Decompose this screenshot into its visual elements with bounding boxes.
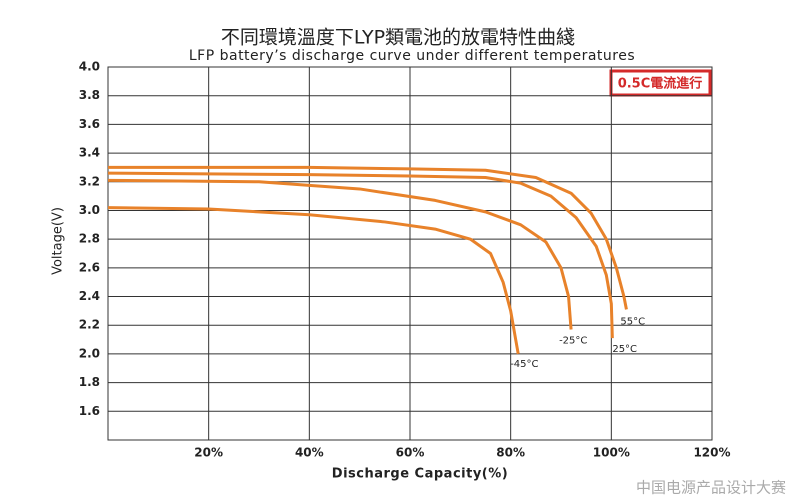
y-axis-label: Voltage(V) xyxy=(51,207,66,275)
x-tick-label: 100% xyxy=(593,446,630,460)
line xyxy=(107,171,614,339)
x-tick-label: 120% xyxy=(693,446,730,460)
y-tick-label: 2.8 xyxy=(79,232,100,246)
watermark: 中国电源产品设计大赛 xyxy=(636,479,786,497)
chart-subtitle: LFP battery’s discharge curve under diff… xyxy=(189,48,635,64)
line xyxy=(107,178,573,330)
y-tick-label: 1.8 xyxy=(79,375,100,389)
y-tick-label: 3.2 xyxy=(79,174,100,188)
y-tick-label: 1.6 xyxy=(79,404,100,418)
line xyxy=(108,165,628,310)
y-tick-label: 3.8 xyxy=(79,88,100,102)
chart-title: 不同環境溫度下LYP類電池的放電特性曲綫 xyxy=(221,27,575,49)
x-tick-label: 80% xyxy=(496,446,525,460)
series-label: -25°C xyxy=(559,336,587,347)
x-axis-label: Discharge Capacity(%) xyxy=(332,467,508,482)
line xyxy=(107,206,520,355)
annotation: 0.5C電流進行 xyxy=(618,76,703,92)
series-label: 25°C xyxy=(612,344,637,355)
x-tick-label: 40% xyxy=(295,446,324,460)
y-tick-label: 2.2 xyxy=(79,318,100,332)
y-tick-label: 4.0 xyxy=(79,60,100,74)
y-tick-label: 3.4 xyxy=(79,146,100,160)
y-tick-label: 2.4 xyxy=(79,289,100,303)
x-tick-label: 20% xyxy=(194,446,223,460)
y-tick-label: 2.6 xyxy=(79,260,100,274)
y-tick-label: 3.0 xyxy=(79,203,100,217)
y-tick-label: 2.0 xyxy=(79,346,100,360)
series-label: 55°C xyxy=(620,316,645,327)
series-label: -45°C xyxy=(510,359,538,370)
plot-frame xyxy=(107,66,713,441)
x-tick-label: 60% xyxy=(396,446,425,460)
y-tick-label: 3.6 xyxy=(79,117,100,131)
